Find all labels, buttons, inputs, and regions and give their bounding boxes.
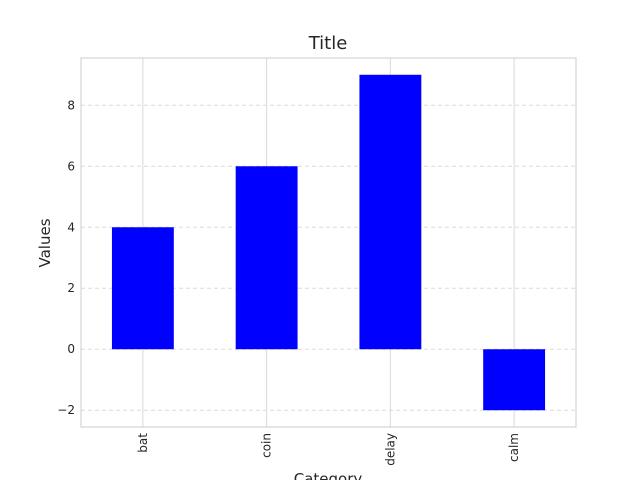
- bar-calm: [483, 349, 546, 411]
- plot-frame: [80, 57, 577, 428]
- x-tick-label-bat: bat: [136, 433, 150, 453]
- y-tick-label: 8: [67, 98, 75, 112]
- horizontal-gridlines: [81, 104, 576, 411]
- x-axis-label: Category: [294, 470, 363, 480]
- bar-bat: [111, 227, 174, 350]
- y-tick-label: 0: [67, 342, 75, 356]
- chart-title: Title: [308, 33, 348, 54]
- x-tick-labels: bat coin delay calm: [136, 433, 521, 466]
- y-axis-label: Values: [36, 218, 54, 267]
- x-tick-label-calm: calm: [507, 433, 521, 462]
- y-tick-label: 4: [67, 220, 75, 234]
- bar-delay: [359, 74, 422, 350]
- x-tick-label-delay: delay: [383, 433, 397, 466]
- bar-series: [111, 74, 546, 411]
- y-tick-labels: −2 0 2 4 6 8: [57, 98, 75, 417]
- y-tick-label: −2: [57, 403, 75, 417]
- x-tick-label-coin: coin: [260, 433, 274, 458]
- y-tick-label: 2: [67, 281, 75, 295]
- bar-coin: [235, 166, 298, 350]
- y-tick-label: 6: [67, 159, 75, 173]
